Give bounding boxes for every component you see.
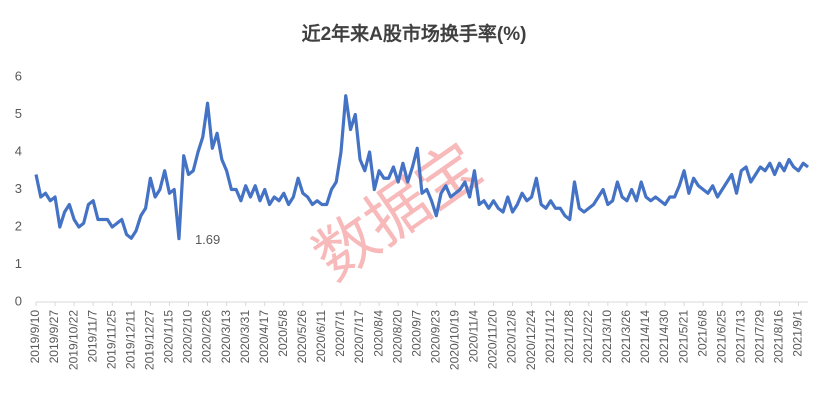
x-tick-label: 2020/1/15 [162,310,176,364]
y-tick-label: 0 [15,293,22,308]
x-tick-label: 2020/2/10 [181,310,195,364]
y-tick-label: 4 [15,143,22,158]
x-tick-label: 2020/5/8 [276,310,290,357]
x-tick-label: 2020/9/7 [409,310,423,357]
x-tick-label: 2019/10/22 [66,310,80,370]
x-tick-label: 2020/5/26 [295,310,309,364]
x-tick-label: 2019/9/10 [28,310,42,364]
x-tick-label: 2019/9/27 [47,310,61,364]
x-tick-label: 2020/8/20 [390,310,404,364]
x-tick-label: 2021/6/8 [695,310,709,357]
x-tick-label: 2021/1/28 [562,310,576,364]
x-tick-label: 2020/4/17 [257,310,271,364]
x-tick-label: 2021/7/13 [733,310,747,364]
x-tick-label: 2020/11/20 [486,310,500,369]
x-tick-label: 2021/1/12 [543,310,557,364]
x-tick-label: 2021/4/14 [638,310,652,364]
x-tick-label: 2019/11/25 [104,310,118,369]
x-tick-label: 2020/11/4 [467,310,481,363]
x-tick-label: 2021/7/29 [753,310,767,364]
x-tick-label: 2020/12/8 [505,310,519,364]
chart-title: 近2年来A股市场换手率(%) [302,22,527,45]
y-tick-label: 6 [15,68,22,83]
y-tick-label: 3 [15,181,22,196]
x-tick-label: 2020/6/11 [314,310,328,363]
x-tick-label: 2020/10/19 [448,310,462,370]
x-tick-label: 2020/7/1 [333,310,347,357]
x-tick-label: 2020/9/23 [428,310,442,364]
x-tick-label: 2021/5/21 [676,310,690,364]
x-tick-label: 2020/3/31 [238,310,252,364]
x-tick-label: 2020/12/24 [524,310,538,370]
x-tick-label: 2020/3/13 [219,310,233,364]
x-tick-label: 2020/2/26 [200,310,214,364]
x-tick-label: 2021/6/25 [714,310,728,364]
x-tick-label: 2021/3/10 [600,310,614,364]
x-tick-label: 2019/12/27 [143,310,157,370]
x-tick-label: 2020/8/4 [371,310,385,357]
x-tick-label: 2021/9/1 [791,310,805,357]
x-tick-label: 2021/8/16 [772,310,786,364]
y-tick-label: 5 [15,106,22,121]
x-tick-label: 2021/4/30 [657,310,671,364]
x-tick-label: 2019/11/7 [85,310,99,363]
x-tick-label: 2021/2/22 [581,310,595,364]
line-series [34,94,809,241]
x-tick-label: 2020/7/17 [352,310,366,364]
x-tick-label: 2019/12/11 [123,310,137,369]
data-label: 1.69 [195,232,220,247]
y-tick-label: 2 [15,218,22,233]
x-tick-label: 2021/3/26 [619,310,633,364]
watermark: 数据宝 [300,128,494,294]
y-tick-label: 1 [15,256,22,271]
